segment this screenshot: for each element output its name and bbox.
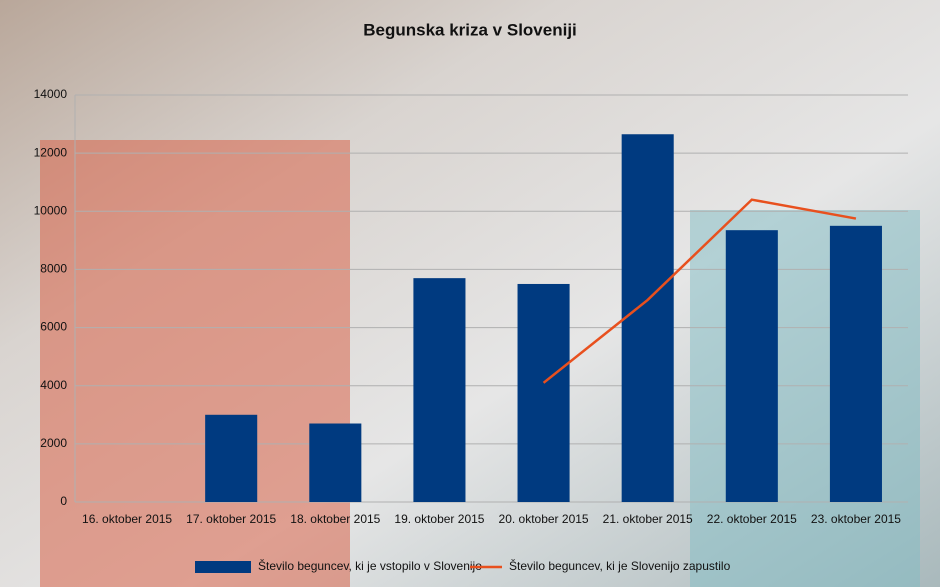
y-tick-label: 10000 bbox=[34, 203, 68, 217]
y-tick-label: 2000 bbox=[40, 436, 67, 450]
x-tick-label: 21. oktober 2015 bbox=[603, 512, 693, 526]
x-tick-label: 22. oktober 2015 bbox=[707, 512, 797, 526]
x-tick-label: 18. oktober 2015 bbox=[290, 512, 380, 526]
chart-title: Begunska kriza v Sloveniji bbox=[363, 20, 577, 39]
legend-swatch bbox=[195, 561, 251, 573]
bar bbox=[309, 423, 362, 502]
y-tick-label: 12000 bbox=[34, 145, 68, 159]
bar bbox=[413, 278, 466, 502]
bar bbox=[517, 283, 570, 502]
x-tick-label: 19. oktober 2015 bbox=[394, 512, 484, 526]
bar bbox=[205, 414, 258, 502]
x-tick-label: 16. oktober 2015 bbox=[82, 512, 172, 526]
x-tick-label: 17. oktober 2015 bbox=[186, 512, 276, 526]
y-tick-label: 8000 bbox=[40, 262, 67, 276]
legend-label: Število beguncev, ki je Slovenijo zapust… bbox=[509, 558, 731, 573]
line bbox=[542, 198, 857, 384]
y-tick-label: 6000 bbox=[40, 320, 67, 334]
legend-label: Število beguncev, ki je vstopilo v Slove… bbox=[258, 558, 482, 573]
x-tick-label: 20. oktober 2015 bbox=[499, 512, 589, 526]
bar bbox=[829, 225, 882, 503]
y-tick-label: 4000 bbox=[40, 378, 67, 392]
background-figure bbox=[690, 210, 920, 587]
bar bbox=[621, 134, 674, 502]
background-figure bbox=[40, 140, 350, 587]
y-tick-label: 14000 bbox=[34, 87, 68, 101]
x-tick-label: 23. oktober 2015 bbox=[811, 512, 901, 526]
bar bbox=[725, 230, 778, 503]
y-tick-label: 0 bbox=[60, 494, 67, 508]
